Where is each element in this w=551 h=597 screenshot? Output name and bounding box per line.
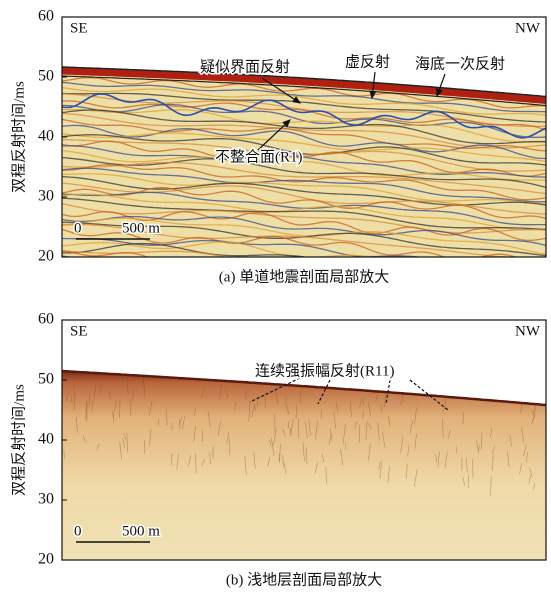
y-axis-label: 双程反射时间/ms [10, 384, 27, 496]
scale-end: 500 m [122, 523, 160, 539]
figure: 20 30 40 50 60 双程反射时间/ms SE NW 疑似界面反射 虚反射 海底一次反射不整… [0, 0, 551, 597]
y-tick-label: 40 [38, 128, 54, 145]
annotation: 连续强振幅反射(R11) [255, 362, 394, 379]
scale-end: 500 m [122, 220, 160, 236]
side-label: SE [70, 323, 88, 339]
scale-start: 0 [74, 523, 82, 539]
caption: (a) 单道地震剖面局部放大 [219, 268, 389, 285]
y-tick-label: 50 [38, 371, 54, 388]
y-tick-label: 60 [38, 8, 54, 25]
side-label: NW [515, 323, 541, 339]
y-tick-label: 20 [38, 248, 54, 265]
y-tick-label: 20 [38, 551, 54, 568]
annotation: 疑似界面反射 [200, 58, 290, 75]
y-tick-label: 30 [38, 188, 54, 205]
y-tick-label: 50 [38, 68, 54, 85]
annotation: 虚反射 [345, 53, 390, 70]
caption: (b) 浅地层剖面局部放大 [226, 571, 382, 588]
seismic-image-a [62, 67, 546, 287]
y-tick-label: 40 [38, 431, 54, 448]
y-tick-label: 60 [38, 311, 54, 328]
y-axis-label: 双程反射时间/ms [10, 81, 27, 193]
y-tick-label: 30 [38, 491, 54, 508]
annotation: 海底一次反射 [415, 55, 505, 72]
side-label: SE [70, 20, 88, 36]
annotation: 不整合面(R1) [215, 148, 303, 165]
scale-start: 0 [74, 220, 82, 236]
side-label: NW [515, 20, 541, 36]
